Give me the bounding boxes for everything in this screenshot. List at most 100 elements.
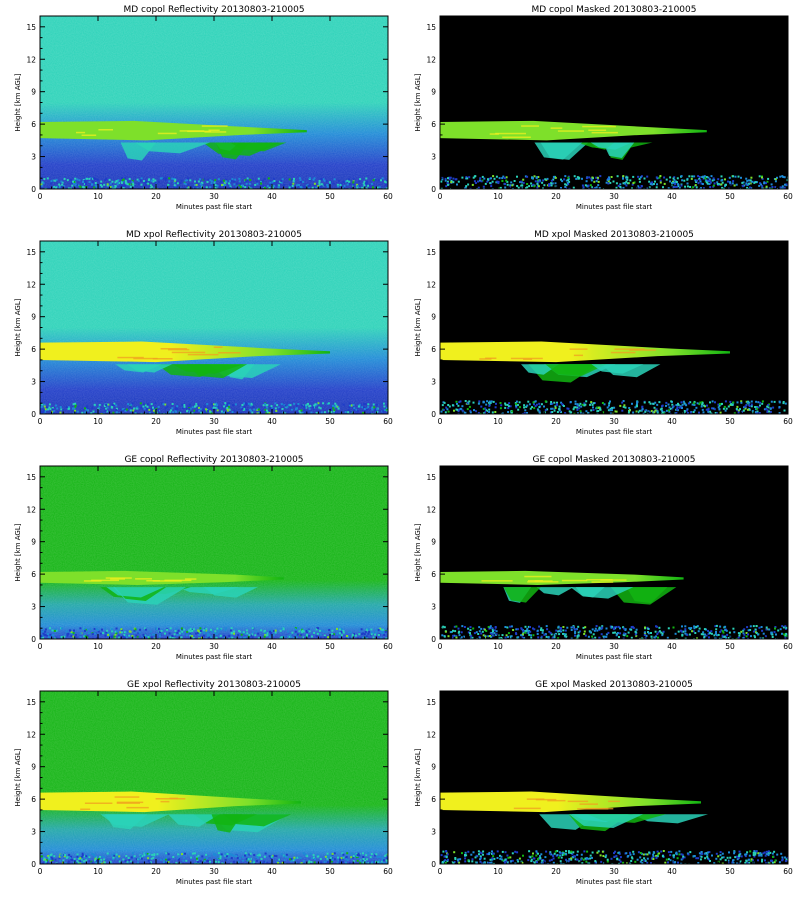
clutter-pixel <box>609 181 612 184</box>
clutter-pixel <box>105 631 108 634</box>
clutter-pixel <box>673 854 675 857</box>
clutter-pixel <box>486 853 489 856</box>
clutter-pixel <box>86 853 89 856</box>
clutter-pixel <box>71 632 74 635</box>
clutter-pixel <box>520 184 523 187</box>
y-tick-label: 15 <box>426 473 436 482</box>
clutter-pixel <box>493 857 496 860</box>
clutter-pixel <box>609 400 611 403</box>
clutter-pixel <box>645 634 648 637</box>
clutter-pixel <box>112 411 115 414</box>
clutter-pixel <box>217 631 220 634</box>
clutter-pixel <box>292 182 295 185</box>
clutter-pixel <box>681 625 683 628</box>
cloud-core-streak <box>84 802 113 804</box>
clutter-pixel <box>134 412 137 414</box>
clutter-pixel <box>189 179 192 182</box>
clutter-pixel <box>518 857 521 860</box>
clutter-pixel <box>750 187 753 189</box>
clutter-pixel <box>166 628 169 631</box>
clutter-pixel <box>302 636 305 639</box>
cloud-layer <box>440 570 684 605</box>
clutter-pixel <box>734 175 737 178</box>
clutter-pixel <box>115 632 118 635</box>
clutter-pixel <box>288 178 291 181</box>
clutter-pixel <box>232 860 235 863</box>
clutter-pixel <box>76 178 79 181</box>
clutter-pixel <box>56 407 59 410</box>
clutter-pixel <box>66 856 69 859</box>
clutter-pixel <box>238 177 241 180</box>
clutter-pixel <box>568 410 571 413</box>
clutter-pixel <box>453 851 456 854</box>
clutter-pixel <box>652 402 655 405</box>
clutter-pixel <box>485 630 488 632</box>
clutter-pixel <box>443 401 446 404</box>
clutter-pixel <box>162 858 165 861</box>
clutter-pixel <box>680 858 683 861</box>
clutter-pixel <box>211 408 213 411</box>
clutter-pixel <box>319 633 322 636</box>
clutter-pixel <box>714 401 716 404</box>
clutter-pixel <box>591 176 594 179</box>
clutter-pixel <box>538 411 541 414</box>
clutter-pixel <box>711 400 714 403</box>
clutter-pixel <box>107 403 110 406</box>
clutter-pixel <box>384 183 387 186</box>
clutter-pixel <box>173 181 176 184</box>
clutter-pixel <box>576 635 579 638</box>
clutter-pixel <box>167 186 170 188</box>
clutter-pixel <box>43 405 46 408</box>
clutter-pixel <box>541 862 544 864</box>
clutter-pixel <box>381 402 384 405</box>
clutter-pixel <box>714 637 717 639</box>
clutter-pixel <box>740 855 743 858</box>
clutter-pixel <box>298 410 301 413</box>
clutter-pixel <box>344 411 347 414</box>
clutter-pixel <box>565 850 567 853</box>
clutter-pixel <box>178 855 181 858</box>
clutter-pixel <box>536 629 539 632</box>
clutter-pixel <box>679 406 681 409</box>
clutter-pixel <box>164 403 167 406</box>
clutter-pixel <box>553 408 556 411</box>
x-tick-label: 40 <box>667 867 677 876</box>
clutter-pixel <box>567 179 570 182</box>
surface-clutter <box>40 402 388 414</box>
clutter-pixel <box>700 633 703 636</box>
clutter-pixel <box>475 631 478 634</box>
clutter-pixel <box>605 633 608 636</box>
clutter-pixel <box>531 184 534 187</box>
clutter-pixel <box>706 404 708 407</box>
cloud-core-streak <box>502 136 531 138</box>
clutter-pixel <box>273 180 276 182</box>
clutter-pixel <box>350 856 353 859</box>
clutter-pixel <box>226 407 229 409</box>
clutter-pixel <box>574 855 576 858</box>
clutter-pixel <box>536 182 539 185</box>
clutter-pixel <box>700 851 703 853</box>
clutter-pixel <box>91 861 94 864</box>
clutter-pixel <box>495 633 498 636</box>
clutter-pixel <box>718 408 721 411</box>
clutter-pixel <box>582 626 585 629</box>
clutter-pixel <box>114 630 117 633</box>
clutter-pixel <box>618 636 620 638</box>
x-tick-label: 0 <box>438 642 443 651</box>
clutter-pixel <box>126 183 129 186</box>
cloud-core-streak <box>523 358 533 360</box>
clutter-pixel <box>332 410 335 413</box>
clutter-pixel <box>197 409 200 412</box>
cloud-core-streak <box>600 579 627 581</box>
clutter-pixel <box>606 860 609 863</box>
cloud-core-streak <box>117 356 144 359</box>
clutter-pixel <box>658 852 661 855</box>
clutter-pixel <box>719 411 722 414</box>
clutter-pixel <box>210 412 213 414</box>
y-tick-label: 3 <box>431 828 436 837</box>
clutter-pixel <box>302 860 305 862</box>
clutter-pixel <box>467 631 470 634</box>
clutter-pixel <box>779 186 782 189</box>
clutter-pixel <box>193 186 196 189</box>
